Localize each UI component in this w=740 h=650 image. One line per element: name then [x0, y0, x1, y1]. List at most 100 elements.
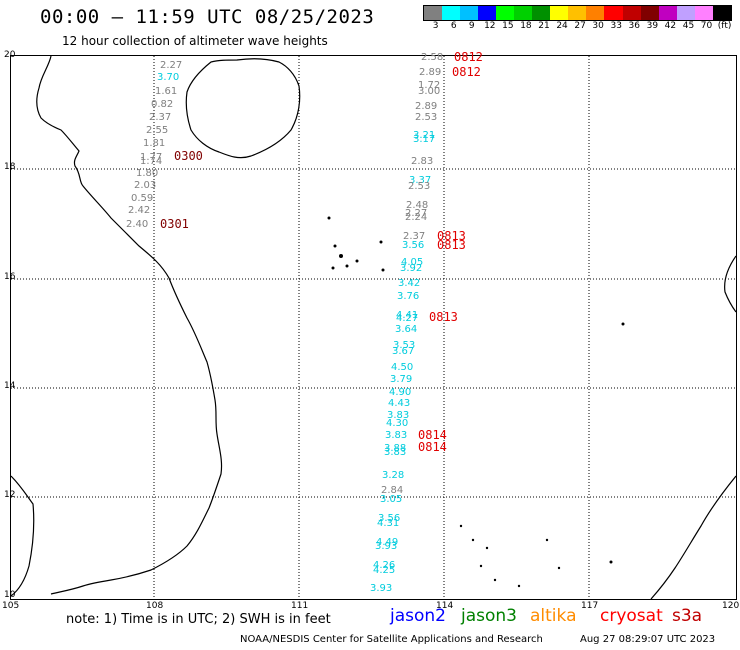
pass-time-label: 0301	[160, 217, 189, 231]
wave-height-value: 1.74	[140, 156, 163, 167]
wave-height-value: 1.80	[136, 168, 159, 179]
legend-label: 6	[450, 21, 457, 31]
legend-swatch	[622, 6, 641, 20]
legend-swatch	[442, 6, 461, 20]
wave-height-value: 2.89	[419, 67, 442, 78]
satellite-jason2: jason2	[390, 606, 446, 626]
wave-height-value: 2.42	[128, 205, 151, 216]
wave-height-value: 2.83	[411, 156, 434, 167]
wave-height-value: 3.53	[393, 340, 416, 351]
wave-height-value: 3.83	[384, 447, 407, 458]
pass-time-label: 0813	[429, 310, 458, 324]
wave-height-value: 1.61	[155, 86, 178, 97]
wave-height-value: 4.27	[396, 313, 419, 324]
wave-height-value: 0.59	[131, 193, 154, 204]
legend-label: 39	[646, 21, 659, 31]
legend-swatch	[586, 6, 605, 20]
wave-height-value: 3.70	[157, 72, 180, 83]
wave-height-value: 3.17	[413, 134, 436, 145]
color-scale-labels: 3 6 9 12 15 18 21 24 27 30 33 36 39 42 45 70 (ft)	[423, 21, 732, 35]
lat-label-14: 14	[4, 381, 16, 391]
generated-timestamp: Aug 27 08:29:07 UTC 2023	[580, 634, 716, 645]
wave-height-value: 4.49	[376, 537, 399, 548]
footer-note: note: 1) Time is in UTC; 2) SWH is in fe…	[66, 612, 331, 627]
wave-height-value: 2.40	[126, 219, 149, 230]
wave-height-value: 2.24	[405, 212, 428, 223]
wave-height-value: 4.30	[386, 418, 409, 429]
wave-height-value: 3.67	[392, 346, 415, 357]
pass-time-label: 0813	[437, 238, 466, 252]
wave-height-value: 3.56	[402, 240, 425, 251]
wave-height-value: 2.84	[381, 485, 404, 496]
wave-height-value: 4.41	[396, 310, 419, 321]
wave-height-value: 3.92	[400, 263, 423, 274]
coastline-map	[11, 56, 736, 599]
lat-label-12: 12	[4, 490, 16, 500]
wave-height-value: 4.31	[377, 518, 400, 529]
wave-height-value: 2.37	[403, 231, 426, 242]
wave-height-value: 3.83	[387, 410, 410, 421]
color-scale-legend	[423, 5, 732, 21]
wave-height-value: 3.05	[380, 494, 403, 505]
lon-label-111: 111	[291, 601, 309, 611]
coastline-mainland	[36, 56, 223, 595]
wave-height-value: 3.00	[418, 86, 441, 97]
legend-swatch	[460, 6, 479, 20]
legend-label: 70	[700, 21, 713, 31]
legend-label: 27	[574, 21, 586, 31]
legend-swatch	[658, 6, 677, 20]
legend-label: 12	[484, 21, 496, 31]
map-panel[interactable]	[10, 55, 737, 600]
wave-height-value: 2.58	[421, 52, 444, 63]
legend-swatch	[424, 6, 443, 20]
legend-swatch	[712, 6, 731, 20]
legend-label: 3	[432, 21, 439, 31]
wave-height-value: 3.56	[378, 513, 401, 524]
legend-label: 42	[664, 21, 677, 31]
coastline-luzon	[724, 255, 736, 313]
lat-label-20: 20	[4, 50, 16, 60]
pass-time-label: 0813	[437, 229, 466, 243]
wave-height-value: 2.27	[160, 60, 183, 71]
wave-height-value: 4.90	[389, 387, 412, 398]
wave-height-value: 3.83	[385, 430, 408, 441]
legend-label: 21	[538, 21, 550, 31]
wave-height-value: 4.05	[401, 257, 424, 268]
legend-swatch	[604, 6, 623, 20]
legend-swatch	[640, 6, 659, 20]
legend-swatch	[694, 6, 713, 20]
wave-height-value: 3.79	[390, 374, 413, 385]
credit-line: NOAA/NESDIS Center for Satellite Applica…	[240, 634, 543, 645]
spratly-islands	[459, 524, 561, 588]
lat-label-18: 18	[4, 162, 16, 172]
legend-label: 30	[592, 21, 604, 31]
wave-height-value: 4.43	[388, 398, 411, 409]
lat-label-10: 10	[4, 590, 16, 600]
legend-swatch	[478, 6, 497, 20]
wave-height-value: 3.88	[384, 443, 407, 454]
lon-label-114: 114	[436, 601, 454, 611]
legend-label: 45	[682, 21, 695, 31]
coastline-hainan	[185, 58, 301, 159]
legend-label: (ft)	[717, 21, 732, 31]
pass-time-label: 0814	[418, 440, 447, 454]
pass-time-label: 0300	[174, 149, 203, 163]
paracel-islands	[327, 216, 625, 564]
lon-label-105: 105	[2, 601, 20, 611]
wave-height-value: 2.48	[406, 200, 429, 211]
legend-label: 15	[502, 21, 514, 31]
lon-label-108: 108	[146, 601, 164, 611]
wave-height-value: 1.81	[143, 138, 166, 149]
wave-height-value: 2.03	[134, 180, 157, 191]
wave-height-value: 2.37	[149, 112, 172, 123]
legend-swatch	[532, 6, 551, 20]
legend-label: 33	[610, 21, 622, 31]
wave-height-value: 3.64	[395, 324, 418, 335]
satellite-jason3: jason3	[461, 606, 517, 626]
legend-label: 9	[468, 21, 475, 31]
wave-height-value: 2.55	[146, 125, 169, 136]
wave-height-value: 4.50	[391, 362, 414, 373]
wave-height-value: 2.89	[415, 101, 438, 112]
pass-time-label: 0812	[452, 65, 481, 79]
